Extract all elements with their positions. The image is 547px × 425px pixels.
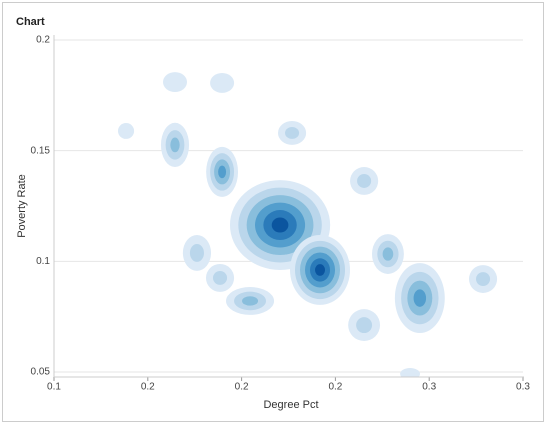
density-contour [382, 247, 394, 261]
density-contour [210, 72, 235, 93]
x-tick-label: 0.3 [516, 382, 530, 393]
density-contour [413, 289, 427, 307]
y-tick-label: 0.2 [36, 35, 50, 46]
density-contour [476, 272, 491, 287]
y-axis-label: Poverty Rate [16, 174, 28, 238]
density-contour [162, 72, 188, 93]
density-contour [356, 317, 373, 334]
x-axis-label: Degree Pct [263, 399, 318, 411]
density-contour [170, 137, 180, 153]
x-tick-label: 0.2 [141, 382, 155, 393]
density-contour [212, 270, 228, 285]
density-contour [117, 123, 135, 139]
density-contour [271, 217, 289, 233]
ticks: 0.05 0.1 0.15 0.2 0.1 0.2 0.2 0.2 0.3 0.3 [31, 35, 531, 393]
y-tick-label: 0.1 [36, 256, 50, 267]
x-tick-label: 0.1 [47, 382, 61, 393]
density-contour [218, 165, 227, 179]
density-contour [357, 174, 372, 188]
y-tick-label: 0.05 [31, 367, 51, 378]
density-contour [400, 368, 421, 377]
chart-title: Chart [16, 16, 45, 28]
density-contour [242, 296, 259, 306]
x-tick-label: 0.2 [328, 382, 342, 393]
x-tick-label: 0.3 [422, 382, 436, 393]
density-contour [315, 264, 326, 276]
y-tick-label: 0.15 [31, 145, 51, 156]
density-contour [285, 126, 300, 139]
density-contour [189, 243, 204, 262]
plot-area [117, 72, 498, 377]
x-tick-label: 0.2 [235, 382, 249, 393]
